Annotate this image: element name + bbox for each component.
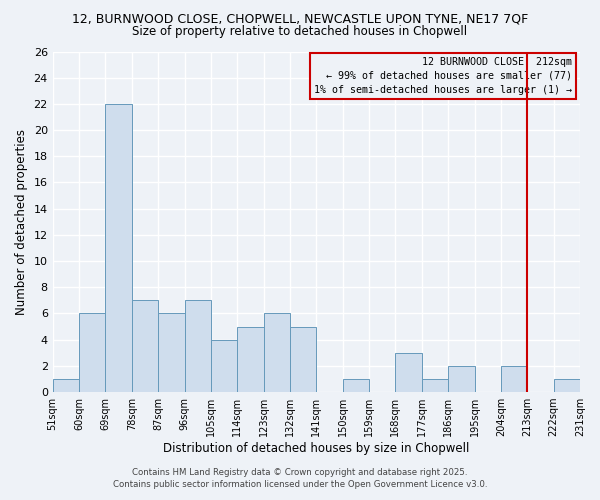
- Bar: [448, 366, 475, 392]
- Bar: [343, 379, 369, 392]
- Text: 12 BURNWOOD CLOSE: 212sqm
← 99% of detached houses are smaller (77)
1% of semi-d: 12 BURNWOOD CLOSE: 212sqm ← 99% of detac…: [314, 56, 572, 94]
- Bar: [132, 300, 158, 392]
- Bar: [422, 379, 448, 392]
- Bar: [211, 340, 237, 392]
- Bar: [106, 104, 132, 392]
- Text: Contains HM Land Registry data © Crown copyright and database right 2025.
Contai: Contains HM Land Registry data © Crown c…: [113, 468, 487, 489]
- Bar: [158, 314, 185, 392]
- Y-axis label: Number of detached properties: Number of detached properties: [15, 129, 28, 315]
- X-axis label: Distribution of detached houses by size in Chopwell: Distribution of detached houses by size …: [163, 442, 470, 455]
- Bar: [53, 379, 79, 392]
- Text: 12, BURNWOOD CLOSE, CHOPWELL, NEWCASTLE UPON TYNE, NE17 7QF: 12, BURNWOOD CLOSE, CHOPWELL, NEWCASTLE …: [72, 12, 528, 26]
- Text: Size of property relative to detached houses in Chopwell: Size of property relative to detached ho…: [133, 25, 467, 38]
- Bar: [79, 314, 106, 392]
- Bar: [290, 326, 316, 392]
- Bar: [185, 300, 211, 392]
- Bar: [554, 379, 580, 392]
- Bar: [263, 314, 290, 392]
- Bar: [501, 366, 527, 392]
- Bar: [395, 353, 422, 392]
- Bar: [237, 326, 263, 392]
